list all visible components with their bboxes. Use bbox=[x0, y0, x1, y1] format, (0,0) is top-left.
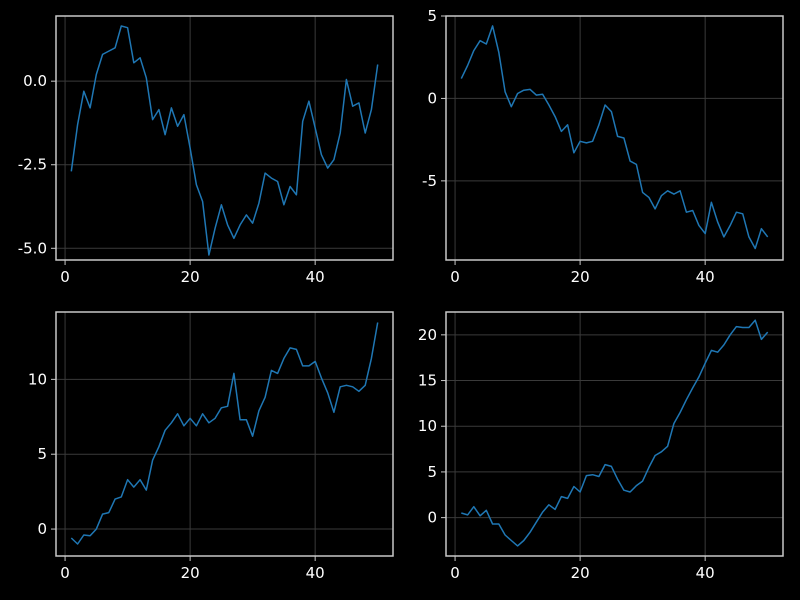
y-tick-label: 10 bbox=[418, 417, 437, 435]
y-tick-label: 5 bbox=[427, 463, 437, 481]
y-tick-label: 10 bbox=[28, 370, 47, 388]
axes-frame bbox=[445, 15, 784, 261]
y-tick-label: 15 bbox=[418, 372, 437, 390]
x-tick-label: 0 bbox=[60, 564, 70, 582]
x-tick-label: 20 bbox=[181, 268, 200, 286]
y-tick-label: -2.5 bbox=[18, 156, 47, 174]
subplot-3: 0 20 40 10 5 0 bbox=[28, 311, 394, 582]
y-tick-label: 5 bbox=[37, 445, 47, 463]
subplot-1: 0 20 40 0.0 -2.5 -5.0 bbox=[18, 15, 394, 286]
series-line bbox=[460, 25, 769, 250]
series-line bbox=[70, 25, 379, 256]
x-tick-label: 40 bbox=[306, 268, 325, 286]
x-tick-label: 20 bbox=[571, 268, 590, 286]
x-tick-label: 0 bbox=[450, 268, 460, 286]
x-tick-label: 0 bbox=[450, 564, 460, 582]
y-tick-label: -5 bbox=[422, 172, 437, 190]
x-tick-label: 20 bbox=[571, 564, 590, 582]
x-tick-label: 40 bbox=[306, 564, 325, 582]
x-tick-label: 0 bbox=[60, 268, 70, 286]
series-line bbox=[70, 322, 379, 545]
subplot-4: 0 20 40 20 15 10 5 0 bbox=[418, 311, 784, 582]
y-tick-label: 0 bbox=[427, 509, 437, 527]
y-tick-label: 0 bbox=[37, 520, 47, 538]
x-tick-label: 40 bbox=[696, 268, 715, 286]
y-tick-label: 0 bbox=[427, 89, 437, 107]
y-tick-label: 0.0 bbox=[23, 72, 47, 90]
series-line bbox=[461, 319, 769, 547]
subplot-2: 0 20 40 5 0 -5 bbox=[422, 7, 784, 286]
axes-frame bbox=[55, 15, 394, 261]
y-tick-label: 5 bbox=[427, 7, 437, 25]
axes-frame bbox=[445, 311, 784, 557]
y-tick-label: -5.0 bbox=[18, 239, 47, 257]
y-tick-label: 20 bbox=[418, 326, 437, 344]
x-tick-label: 20 bbox=[181, 564, 200, 582]
axes-frame bbox=[55, 311, 394, 557]
x-tick-label: 40 bbox=[696, 564, 715, 582]
